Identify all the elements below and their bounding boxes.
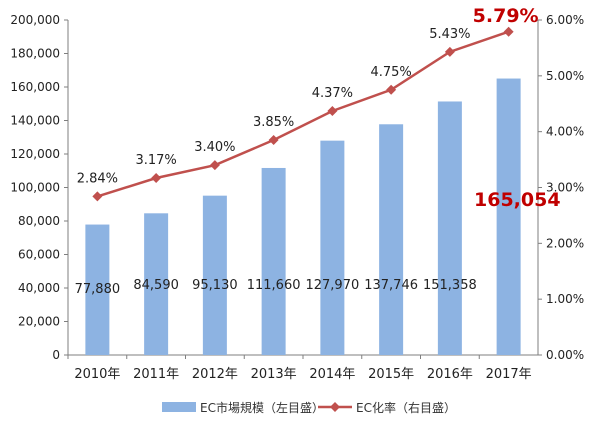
market-size-value-label: 165,054 xyxy=(474,189,561,211)
market-size-bar xyxy=(202,195,227,355)
bars xyxy=(85,78,521,356)
right-tick-label: 0.00% xyxy=(546,348,584,362)
market-size-bar xyxy=(379,124,404,355)
ec-rate-marker xyxy=(327,106,338,117)
market-size-value-label: 151,358 xyxy=(423,278,477,293)
right-tick-label: 3.00% xyxy=(546,181,584,195)
market-size-bar xyxy=(437,101,462,356)
market-size-value-label: 84,590 xyxy=(133,278,179,293)
legend-bar-label: EC市場規模（左目盛） xyxy=(200,400,324,415)
market-size-value-label: 95,130 xyxy=(192,278,238,293)
right-tick-label: 2.00% xyxy=(546,236,584,250)
ec-rate-value-label: 3.85% xyxy=(253,115,294,130)
category-label: 2013年 xyxy=(251,367,297,382)
ec-rate-value-label: 3.40% xyxy=(194,140,235,155)
data-labels: 77,880 84,590 95,130 111,660 127,970 137,746 1… xyxy=(75,5,561,297)
ec-rate-marker xyxy=(151,173,162,184)
ec-rate-marker xyxy=(209,160,220,171)
left-tick-label: 0 xyxy=(52,348,60,362)
ec-rate-line xyxy=(97,30,510,198)
market-size-bar xyxy=(320,140,345,355)
legend-line-label: EC化率（右目盛） xyxy=(356,400,456,415)
left-tick-label: 120,000 xyxy=(10,147,60,161)
category-label: 2010年 xyxy=(74,367,120,382)
left-tick-label: 180,000 xyxy=(10,47,60,61)
left-tick-label: 160,000 xyxy=(10,80,60,94)
left-tick-label: 140,000 xyxy=(10,114,60,128)
market-size-value-label: 127,970 xyxy=(305,278,359,293)
category-label: 2016年 xyxy=(427,367,473,382)
market-size-value-label: 111,660 xyxy=(247,278,301,293)
market-size-bar xyxy=(496,78,521,356)
market-size-value-label: 77,880 xyxy=(75,282,121,297)
ec-rate-marker xyxy=(386,84,397,95)
ec-rate-marker xyxy=(444,46,455,57)
category-label: 2015年 xyxy=(368,367,414,382)
ec-rate-marker xyxy=(92,191,103,202)
ec-rate-value-label: 2.84% xyxy=(77,171,118,186)
category-label: 2017年 xyxy=(486,367,532,382)
category-label: 2014年 xyxy=(309,367,355,382)
category-label: 2012年 xyxy=(192,367,238,382)
legend: EC市場規模（左目盛） EC化率（右目盛） xyxy=(162,400,456,415)
ec-rate-marker xyxy=(503,26,514,37)
ec-rate-value-label: 3.17% xyxy=(135,153,176,168)
legend-line-marker xyxy=(330,402,340,412)
right-tick-label: 4.00% xyxy=(546,125,584,139)
left-tick-label: 40,000 xyxy=(18,281,60,295)
axes: 0 20,000 40,000 60,000 80,000 100,000 120,000 1… xyxy=(10,13,584,382)
legend-bar-swatch xyxy=(162,402,196,412)
left-tick-label: 60,000 xyxy=(18,248,60,262)
ec-rate-marker xyxy=(268,135,279,146)
rate-line xyxy=(92,26,514,202)
left-tick-label: 80,000 xyxy=(18,214,60,228)
ec-rate-value-label: 4.75% xyxy=(370,65,411,80)
market-size-bar xyxy=(85,224,110,355)
ec-rate-value-label: 5.79% xyxy=(473,5,539,27)
category-label: 2011年 xyxy=(133,367,179,382)
left-tick-label: 200,000 xyxy=(10,13,60,27)
market-size-value-label: 137,746 xyxy=(364,278,418,293)
right-tick-label: 5.00% xyxy=(546,69,584,83)
market-size-bar xyxy=(261,167,286,355)
market-size-bar xyxy=(144,213,169,355)
left-tick-label: 100,000 xyxy=(10,181,60,195)
right-tick-label: 1.00% xyxy=(546,292,584,306)
right-tick-label: 6.00% xyxy=(546,13,584,27)
ec-rate-value-label: 5.43% xyxy=(429,27,470,42)
left-tick-label: 20,000 xyxy=(18,315,60,329)
ec-rate-value-label: 4.37% xyxy=(312,86,353,101)
